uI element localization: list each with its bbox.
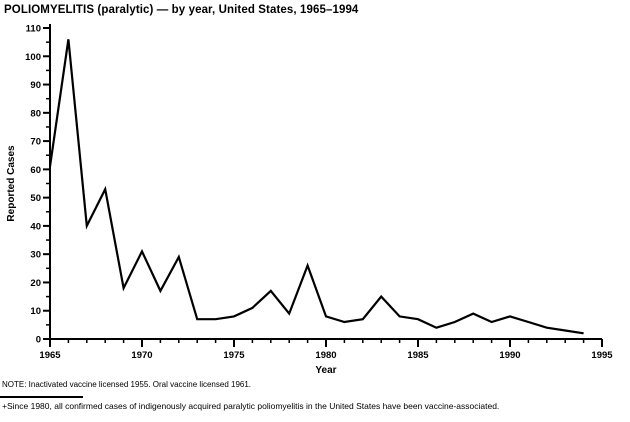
y-tick-label: 20 bbox=[30, 278, 41, 289]
footnote-divider bbox=[0, 396, 83, 398]
y-axis-title: Reported Cases bbox=[6, 145, 17, 222]
x-tick-label: 1980 bbox=[315, 350, 336, 361]
y-tick-label: 40 bbox=[30, 221, 41, 232]
vaccine-note: NOTE: Inactivated vaccine licensed 1955.… bbox=[2, 380, 252, 389]
y-tick-label: 0 bbox=[36, 335, 41, 346]
y-tick-label: 90 bbox=[30, 80, 41, 91]
y-tick-label: 80 bbox=[30, 108, 41, 119]
y-tick-label: 70 bbox=[30, 137, 41, 148]
x-tick-label: 1995 bbox=[591, 350, 613, 361]
data-line bbox=[48, 39, 584, 335]
y-tick-label: 110 bbox=[26, 24, 41, 35]
x-tick-label: 1985 bbox=[407, 350, 429, 361]
y-tick-label: 30 bbox=[30, 250, 41, 261]
chart-title: POLIOMYELITIS (paralytic) — by year, Uni… bbox=[4, 4, 359, 16]
y-tick-label: 50 bbox=[30, 193, 41, 204]
line-chart: 0 10 20 30 40 50 60 70 80 90 100 110 1965 1970 1975 198… bbox=[6, 24, 613, 377]
x-tick-label: 1970 bbox=[131, 350, 152, 361]
x-tick-label: 1975 bbox=[223, 350, 245, 361]
x-tick-label: 1990 bbox=[499, 350, 520, 361]
y-tick-label: 10 bbox=[30, 306, 41, 317]
x-axis-title: Year bbox=[315, 365, 336, 376]
y-tick-label: 100 bbox=[25, 52, 41, 63]
y-tick-label: 60 bbox=[30, 165, 41, 176]
x-tick-label: 1965 bbox=[39, 350, 61, 361]
vaccine-footnote: +Since 1980, all confirmed cases of indi… bbox=[2, 401, 500, 411]
